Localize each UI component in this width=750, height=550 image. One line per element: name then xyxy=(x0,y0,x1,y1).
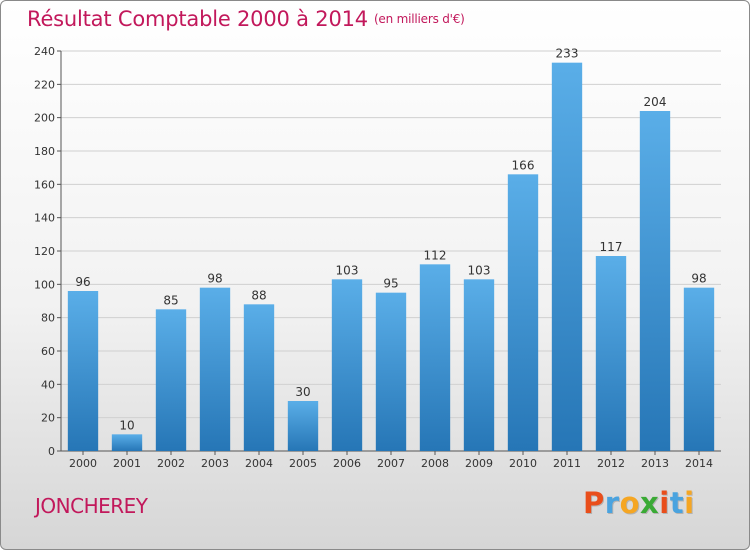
y-tick-label: 20 xyxy=(41,412,55,425)
bar-value-label: 166 xyxy=(512,158,535,172)
bar-value-label: 96 xyxy=(75,275,90,289)
y-tick-label: 240 xyxy=(34,45,55,58)
brand-letter: t xyxy=(669,486,685,520)
x-tick-label: 2003 xyxy=(201,457,229,470)
bar xyxy=(463,279,495,451)
x-tick-label: 2011 xyxy=(553,457,581,470)
bar-value-label: 233 xyxy=(556,47,579,61)
bar-value-label: 95 xyxy=(383,277,398,291)
bar-value-label: 98 xyxy=(207,272,222,286)
bar xyxy=(111,434,143,451)
brand-letter: P xyxy=(583,486,605,520)
x-tick-label: 2001 xyxy=(113,457,141,470)
bar xyxy=(243,304,275,451)
y-tick-label: 40 xyxy=(41,378,55,391)
bar-value-label: 103 xyxy=(336,263,359,277)
x-tick-label: 2013 xyxy=(641,457,669,470)
bar-value-label: 103 xyxy=(468,263,491,277)
bar-value-label: 30 xyxy=(295,385,310,399)
bar xyxy=(419,264,451,451)
bars xyxy=(67,62,715,452)
y-tick-label: 80 xyxy=(41,312,55,325)
bar xyxy=(287,401,319,451)
x-tick-label: 2006 xyxy=(333,457,361,470)
bar-value-label: 112 xyxy=(424,248,447,262)
y-tick-label: 180 xyxy=(34,145,55,158)
y-tick-label: 140 xyxy=(34,212,55,225)
brand-logo: Proxiti xyxy=(583,486,695,520)
y-tick-label: 60 xyxy=(41,345,55,358)
x-tick-label: 2010 xyxy=(509,457,537,470)
bar xyxy=(639,111,671,451)
bar xyxy=(67,291,99,451)
bar xyxy=(331,279,363,451)
x-tick-label: 2009 xyxy=(465,457,493,470)
y-tick-label: 100 xyxy=(34,278,55,291)
bar-value-label: 10 xyxy=(119,418,134,432)
bar xyxy=(199,287,231,451)
bar-value-label: 98 xyxy=(691,272,706,286)
x-tick-label: 2004 xyxy=(245,457,273,470)
bar xyxy=(375,292,407,451)
x-tick-label: 2007 xyxy=(377,457,405,470)
bar-value-label: 117 xyxy=(600,240,623,254)
bar xyxy=(683,287,715,451)
brand-letter: i xyxy=(659,486,670,520)
place-name: JONCHEREY xyxy=(35,494,148,518)
y-tick-label: 0 xyxy=(48,445,55,458)
bar-value-label: 88 xyxy=(251,288,266,302)
y-tick-label: 220 xyxy=(34,78,55,91)
bar xyxy=(155,309,187,451)
y-tick-label: 200 xyxy=(34,112,55,125)
chart-subtitle: (en milliers d'€) xyxy=(373,12,465,26)
bar xyxy=(551,62,583,452)
chart-title: Résultat Comptable 2000 à 2014 (en millie… xyxy=(27,7,465,31)
brand-letter: i xyxy=(684,486,695,520)
x-tick-label: 2014 xyxy=(685,457,713,470)
x-tick-label: 2002 xyxy=(157,457,185,470)
x-tick-label: 2012 xyxy=(597,457,625,470)
x-tick-label: 2005 xyxy=(289,457,317,470)
bar xyxy=(595,256,627,451)
bar-value-label: 204 xyxy=(644,95,667,109)
labels: 0 20 40 60 80 100 120 140 160 180 200 220 240 96 2000 1… xyxy=(34,45,713,470)
x-tick-label: 2008 xyxy=(421,457,449,470)
x-tick-label: 2000 xyxy=(69,457,97,470)
brand-letter: o xyxy=(619,486,641,520)
y-tick-label: 160 xyxy=(34,178,55,191)
brand-letter: r xyxy=(604,486,620,520)
bar xyxy=(507,174,539,452)
brand-letter: x xyxy=(640,486,660,520)
bar-value-label: 85 xyxy=(163,293,178,307)
y-tick-label: 120 xyxy=(34,245,55,258)
